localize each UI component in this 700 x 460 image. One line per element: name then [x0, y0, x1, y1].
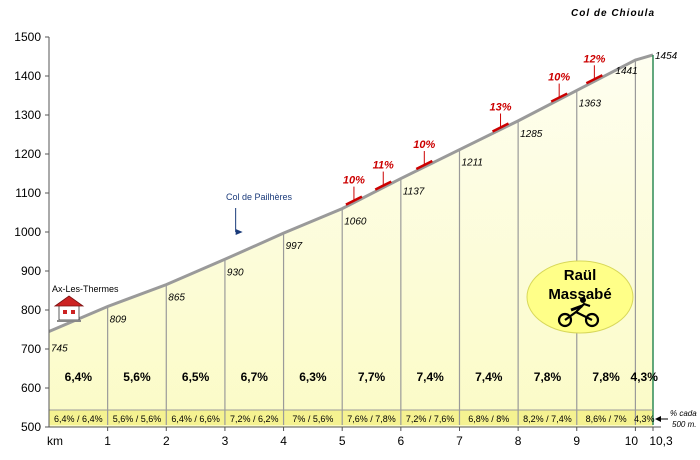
y-tick-label-500: 500 — [21, 420, 41, 434]
elevation-label-8: 1285 — [520, 129, 543, 140]
x-tick-label-6: 6 — [398, 434, 405, 448]
y-tick-label-1500: 1500 — [14, 30, 41, 44]
x-tick-label-4: 4 — [280, 434, 287, 448]
footnote-line-2: 500 m. — [672, 420, 696, 429]
x-tick-label-10: 10 — [625, 434, 639, 448]
profile-fill — [49, 54, 653, 427]
y-tick-label-800: 800 — [21, 303, 41, 317]
elevation-label-1: 809 — [110, 314, 127, 325]
town-house-icon — [53, 295, 85, 322]
km-gradient-10: 7,8% — [592, 370, 620, 384]
x-tick-labels: km 1 2 3 4 5 6 7 8 9 10 10,3 — [47, 427, 673, 448]
km-gradient-3: 6,5% — [182, 370, 210, 384]
elevation-label-11: 1454 — [655, 51, 678, 62]
elevation-label-3: 930 — [227, 267, 244, 278]
y-tick-labels: 500 600 700 800 900 1000 1100 1200 1300 1400 1500 — [14, 30, 49, 434]
y-tick-label-1200: 1200 — [14, 147, 41, 161]
x-tick-label-9: 9 — [573, 434, 580, 448]
elevation-labels: 745 809 865 930 997 1060 1137 1211 1285 1363 1441 1… — [51, 51, 678, 355]
steep-label-4: 10% — [548, 72, 570, 84]
pass-label: Col de Pailhères — [226, 192, 293, 202]
elevation-label-4: 997 — [286, 241, 303, 252]
pass-marker — [235, 208, 243, 235]
km-gradient-8: 7,4% — [475, 370, 503, 384]
half-km-gradient-5: 7% / 5,6% — [292, 414, 333, 424]
km-gradient-labels: 6,4% 5,6% 6,5% 6,7% 6,3% 7,7% 7,4% 7,4% 7,8% 7,8%… — [65, 370, 659, 384]
km-gradient-1: 6,4% — [65, 370, 93, 384]
steep-label-3: 13% — [490, 102, 512, 114]
gradient-band-bg — [49, 410, 653, 425]
profile-line — [48, 53, 654, 333]
x-tick-label-7: 7 — [456, 434, 463, 448]
half-km-gradient-3: 6,4% / 6,6% — [171, 414, 220, 424]
half-km-gradient-10: 8,6% / 7% — [586, 414, 627, 424]
y-tick-label-700: 700 — [21, 342, 41, 356]
start-town-label: Ax-Les-Thermes — [52, 284, 119, 294]
cyclist-icon — [557, 297, 600, 328]
km-gradient-5: 6,3% — [299, 370, 327, 384]
x-tick-label-1: 1 — [104, 434, 111, 448]
half-km-gradient-band: 6,4% / 6,4% 5,6% / 5,6% 6,4% / 6,6% 7,2% / … — [54, 414, 654, 424]
steep-label-0: 10% — [343, 175, 365, 187]
x-tick-label-3: 3 — [222, 434, 229, 448]
chart-title: Col de Chioula — [571, 8, 655, 19]
x-axis-title: km — [47, 434, 63, 448]
elevation-label-10: 1441 — [615, 66, 637, 77]
elevation-label-0: 745 — [51, 343, 68, 354]
y-tick-label-1300: 1300 — [14, 108, 41, 122]
elevation-label-5: 1060 — [344, 217, 367, 228]
half-km-gradient-1: 6,4% / 6,4% — [54, 414, 103, 424]
km-gradient-9: 7,8% — [534, 370, 562, 384]
km-gradient-4: 6,7% — [241, 370, 269, 384]
vertical-km-lines — [49, 54, 654, 425]
half-km-gradient-6: 7,6% / 7,8% — [347, 414, 396, 424]
elevation-label-7: 1211 — [461, 158, 483, 169]
elevation-label-2: 865 — [168, 293, 185, 304]
km-gradient-6: 7,7% — [358, 370, 386, 384]
y-tick-label-1100: 1100 — [15, 186, 41, 200]
y-tick-label-900: 900 — [21, 264, 41, 278]
footnote-line-1: % cada — [670, 409, 697, 418]
half-km-gradient-8: 6,8% / 8% — [468, 414, 509, 424]
km-gradient-2: 5,6% — [123, 370, 151, 384]
pass-flag-icon — [235, 229, 243, 235]
author-last-name: Massabé — [548, 286, 611, 303]
half-km-gradient-2: 5,6% / 5,6% — [113, 414, 162, 424]
elevation-label-6: 1137 — [403, 187, 425, 198]
steep-section-markers: 10% 11% 10% 13% 10% 12% — [343, 53, 606, 206]
profile-area-layer — [48, 53, 654, 427]
half-km-gradient-9: 8,2% / 7,4% — [523, 414, 572, 424]
half-km-gradient-7: 7,2% / 7,6% — [406, 414, 455, 424]
steep-label-1: 11% — [373, 160, 394, 172]
y-tick-label-1000: 1000 — [14, 225, 41, 239]
half-km-gradient-11: 4,3% — [634, 414, 655, 424]
steep-label-5: 12% — [583, 53, 605, 65]
author-first-name: Raül — [564, 267, 597, 284]
y-tick-label-1400: 1400 — [14, 69, 41, 83]
x-tick-label-8: 8 — [515, 434, 522, 448]
footnote-arrow-icon — [655, 416, 668, 422]
x-tick-label-11: 10,3 — [649, 434, 673, 448]
y-tick-label-600: 600 — [21, 381, 41, 395]
elevation-label-9: 1363 — [579, 98, 602, 109]
half-km-gradient-4: 7,2% / 6,2% — [230, 414, 279, 424]
author-bubble — [526, 260, 634, 334]
x-tick-label-2: 2 — [163, 434, 170, 448]
steep-label-2: 10% — [413, 139, 435, 151]
km-gradient-7: 7,4% — [416, 370, 444, 384]
x-tick-label-5: 5 — [339, 434, 346, 448]
km-gradient-11: 4,3% — [631, 370, 659, 384]
